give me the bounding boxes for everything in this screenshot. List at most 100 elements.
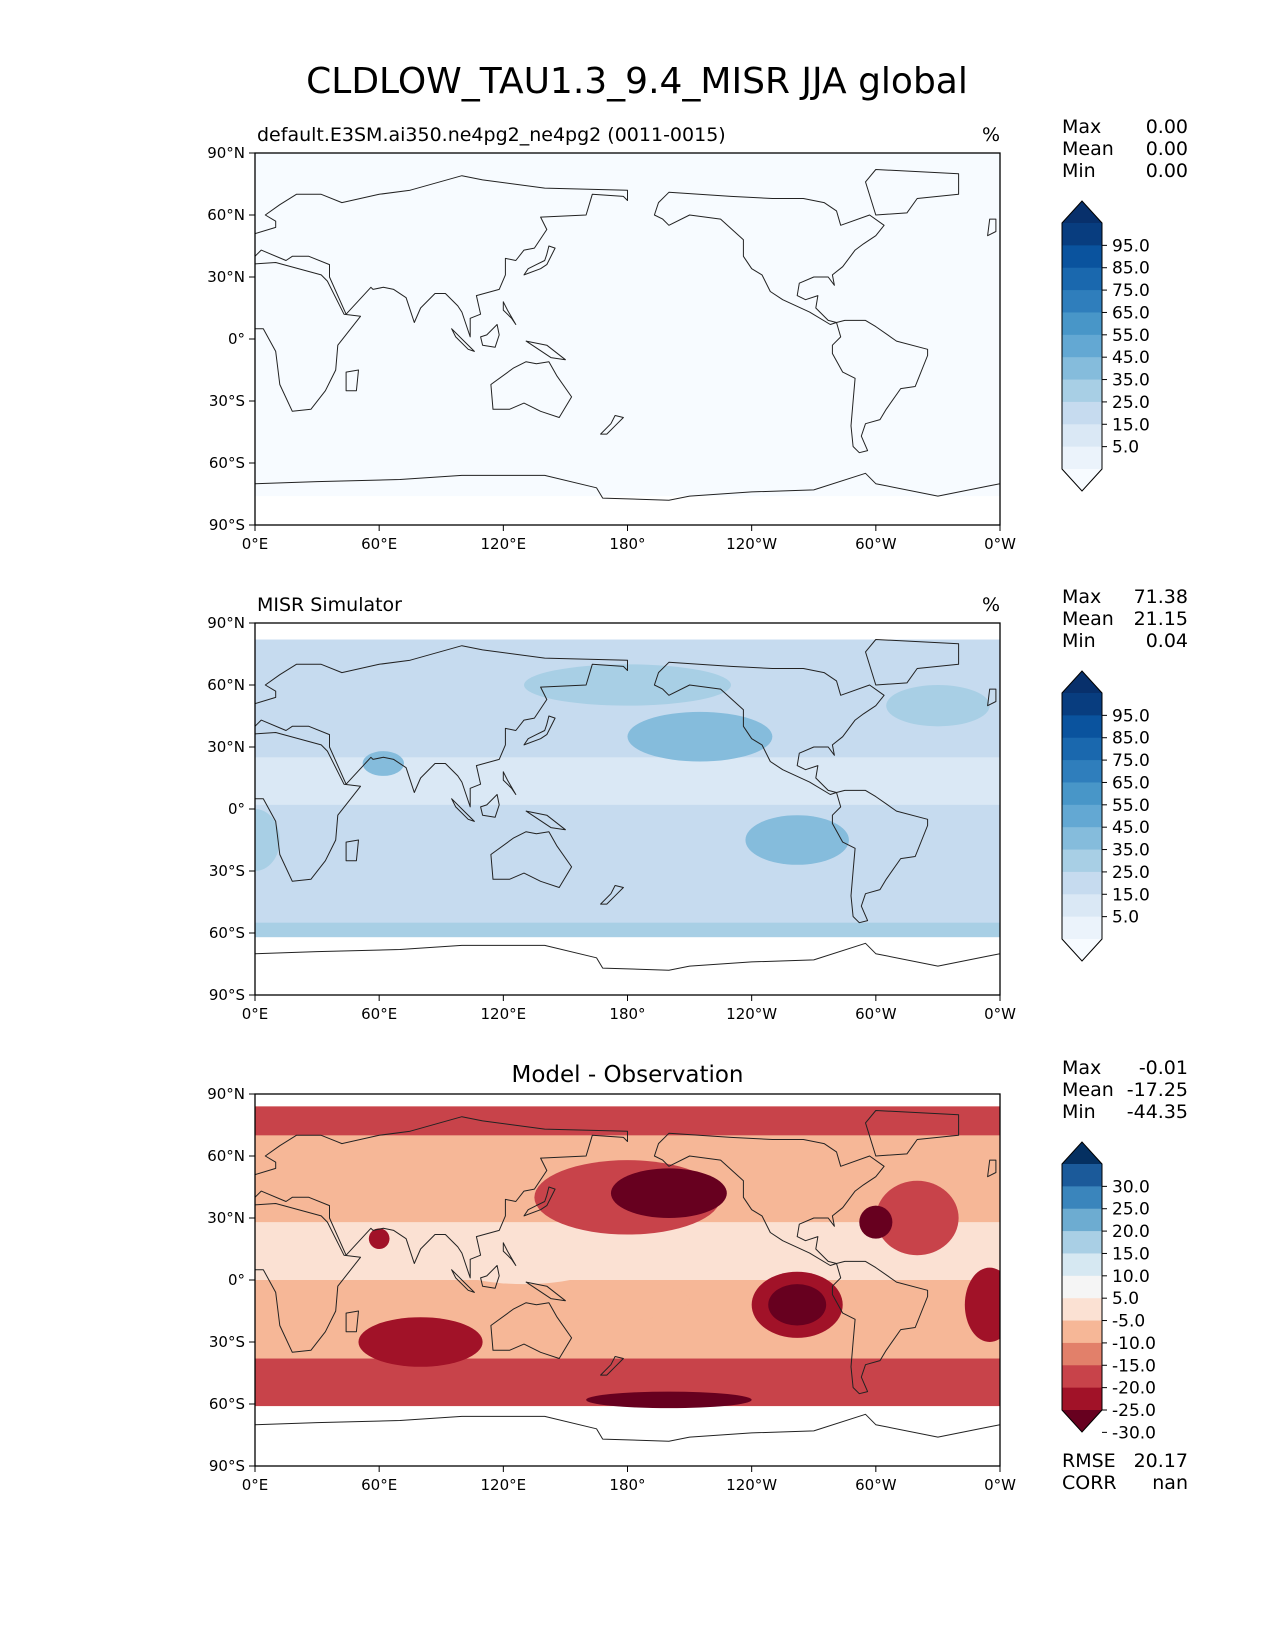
colorbar-tick-label: 30.0 bbox=[1112, 1177, 1150, 1197]
colorbar-segment bbox=[1062, 737, 1102, 761]
coastline bbox=[480, 1265, 500, 1289]
colorbar-tick-label: 15.0 bbox=[1112, 415, 1150, 435]
colorbar-tick-label: 45.0 bbox=[1112, 818, 1150, 838]
lon-tick-label: 0°W bbox=[984, 535, 1016, 553]
colorbar-segment bbox=[1062, 312, 1102, 336]
lon-tick-label: 60°E bbox=[361, 1476, 397, 1494]
colorbar-tick-label: 75.0 bbox=[1112, 751, 1150, 771]
stat-value: -0.01 bbox=[1139, 1057, 1188, 1079]
colorbar-segment bbox=[1062, 357, 1102, 381]
colorbar-segment bbox=[1062, 1186, 1102, 1210]
colorbar-segment bbox=[1062, 760, 1102, 783]
lat-tick-label: 60°S bbox=[209, 1395, 245, 1413]
coastline bbox=[255, 175, 628, 338]
colorbar-tick-label: -5.0 bbox=[1112, 1312, 1145, 1332]
coastline bbox=[831, 319, 929, 454]
lon-tick-label: 0°E bbox=[242, 1005, 269, 1023]
lat-tick-label: 60°N bbox=[207, 206, 245, 224]
colorbar-tick-label: 35.0 bbox=[1112, 371, 1150, 391]
stat-label: Max bbox=[1062, 586, 1101, 608]
coastline bbox=[502, 1242, 517, 1266]
coastline bbox=[255, 1413, 1000, 1466]
coastline bbox=[490, 1302, 573, 1359]
coastline bbox=[987, 688, 997, 707]
colorbar-tick-label: 35.0 bbox=[1112, 841, 1150, 861]
lon-tick-label: 120°W bbox=[726, 535, 777, 553]
lon-tick-label: 180° bbox=[609, 1005, 645, 1023]
colorbar: 30.0 25.020.015.0 10.05.0 -5.0-10.0-15.0 -20… bbox=[1061, 1141, 1156, 1443]
coastline bbox=[523, 1186, 556, 1217]
colorbar-segment bbox=[1062, 715, 1102, 739]
lon-tick-label: 60°E bbox=[361, 535, 397, 553]
coastline bbox=[600, 885, 624, 905]
colorbar-tick-label: 5.0 bbox=[1112, 908, 1139, 928]
colorbar-tick-label: -15.0 bbox=[1112, 1356, 1156, 1376]
figure-title: CLDLOW_TAU1.3_9.4_MISR JJA global bbox=[306, 61, 968, 102]
colorbar-segment bbox=[1062, 267, 1102, 291]
coastline bbox=[987, 218, 997, 237]
lat-tick-label: 30°S bbox=[209, 392, 245, 410]
coastline bbox=[255, 472, 1000, 525]
panel-units: % bbox=[982, 124, 1000, 146]
coastline bbox=[345, 369, 359, 392]
coastline bbox=[987, 1159, 997, 1178]
colorbar-tick-label: -10.0 bbox=[1112, 1334, 1156, 1354]
coastline bbox=[653, 191, 885, 325]
panel-units: % bbox=[982, 594, 1000, 616]
stat-value: -44.35 bbox=[1127, 1101, 1188, 1123]
lat-tick-label: 60°S bbox=[209, 924, 245, 942]
colorbar-segment bbox=[1062, 1275, 1102, 1299]
colorbar-tick-label: 95.0 bbox=[1112, 706, 1150, 726]
lon-tick-label: 0°E bbox=[242, 1476, 269, 1494]
stat-label: Mean bbox=[1062, 608, 1114, 630]
colorbar-tick-label: 75.0 bbox=[1112, 281, 1150, 301]
stat-label: RMSE bbox=[1062, 1450, 1116, 1472]
colorbar-segment bbox=[1062, 1365, 1102, 1389]
lat-tick-label: 30°S bbox=[209, 1333, 245, 1351]
colorbar-tick-label: 10.0 bbox=[1112, 1267, 1150, 1287]
colorbar-segment bbox=[1062, 804, 1102, 828]
colorbar-tick-label: 15.0 bbox=[1112, 885, 1150, 905]
panel-reference: MISR Simulator % 90°N 60°N 30°N 0° 30°S 60°S 90°… bbox=[207, 586, 1188, 1023]
lon-tick-label: 60°W bbox=[855, 535, 897, 553]
coastline bbox=[525, 810, 566, 831]
coastline bbox=[502, 771, 517, 795]
coastline bbox=[490, 361, 573, 418]
stat-label: CORR bbox=[1062, 1472, 1117, 1494]
lat-tick-label: 60°N bbox=[207, 676, 245, 694]
colorbar-tick-label: 5.0 bbox=[1112, 438, 1139, 458]
stat-value: 0.00 bbox=[1146, 160, 1188, 182]
map-field-reference bbox=[255, 623, 1000, 995]
stat-label: Max bbox=[1062, 1057, 1101, 1079]
colorbar-tick-label: 65.0 bbox=[1112, 773, 1150, 793]
colorbar-extend-min bbox=[1062, 469, 1102, 491]
colorbar-segment bbox=[1062, 379, 1102, 403]
colorbar-tick-label: 15.0 bbox=[1112, 1244, 1150, 1264]
lat-tick-label: 90°S bbox=[209, 986, 245, 1004]
coastline bbox=[255, 942, 1000, 995]
lat-tick-label: 90°N bbox=[207, 1085, 245, 1103]
colorbar-segment bbox=[1062, 1387, 1102, 1411]
coastline bbox=[480, 794, 500, 818]
colorbar-segment bbox=[1062, 334, 1102, 358]
colorbar-tick-label: -30.0 bbox=[1112, 1423, 1156, 1443]
coastline bbox=[255, 732, 361, 882]
colorbar: 95.0 85.075.065.0 55.045.0 35.025.015.0 5.0 bbox=[1061, 200, 1150, 492]
coastline bbox=[653, 1132, 885, 1266]
coastline bbox=[490, 831, 573, 888]
colorbar-segment bbox=[1062, 1253, 1102, 1277]
lat-tick-label: 0° bbox=[228, 1271, 245, 1289]
lon-tick-label: 0°E bbox=[242, 535, 269, 553]
lon-tick-label: 0°W bbox=[984, 1005, 1016, 1023]
colorbar-segment bbox=[1062, 871, 1102, 895]
colorbar-segment bbox=[1062, 782, 1102, 806]
coastline bbox=[255, 1116, 628, 1279]
panel-test: default.E3SM.ai350.ne4pg2_ne4pg2 (0011-0… bbox=[207, 116, 1188, 553]
coastline bbox=[831, 1260, 929, 1395]
colorbar: 95.0 85.075.065.0 55.045.0 35.025.015.0 5.0 bbox=[1061, 670, 1150, 962]
colorbar-segment bbox=[1062, 245, 1102, 269]
lat-tick-label: 0° bbox=[228, 330, 245, 348]
colorbar-segment bbox=[1062, 1208, 1102, 1232]
stat-value: nan bbox=[1152, 1472, 1188, 1494]
stat-label: Min bbox=[1062, 1101, 1096, 1123]
